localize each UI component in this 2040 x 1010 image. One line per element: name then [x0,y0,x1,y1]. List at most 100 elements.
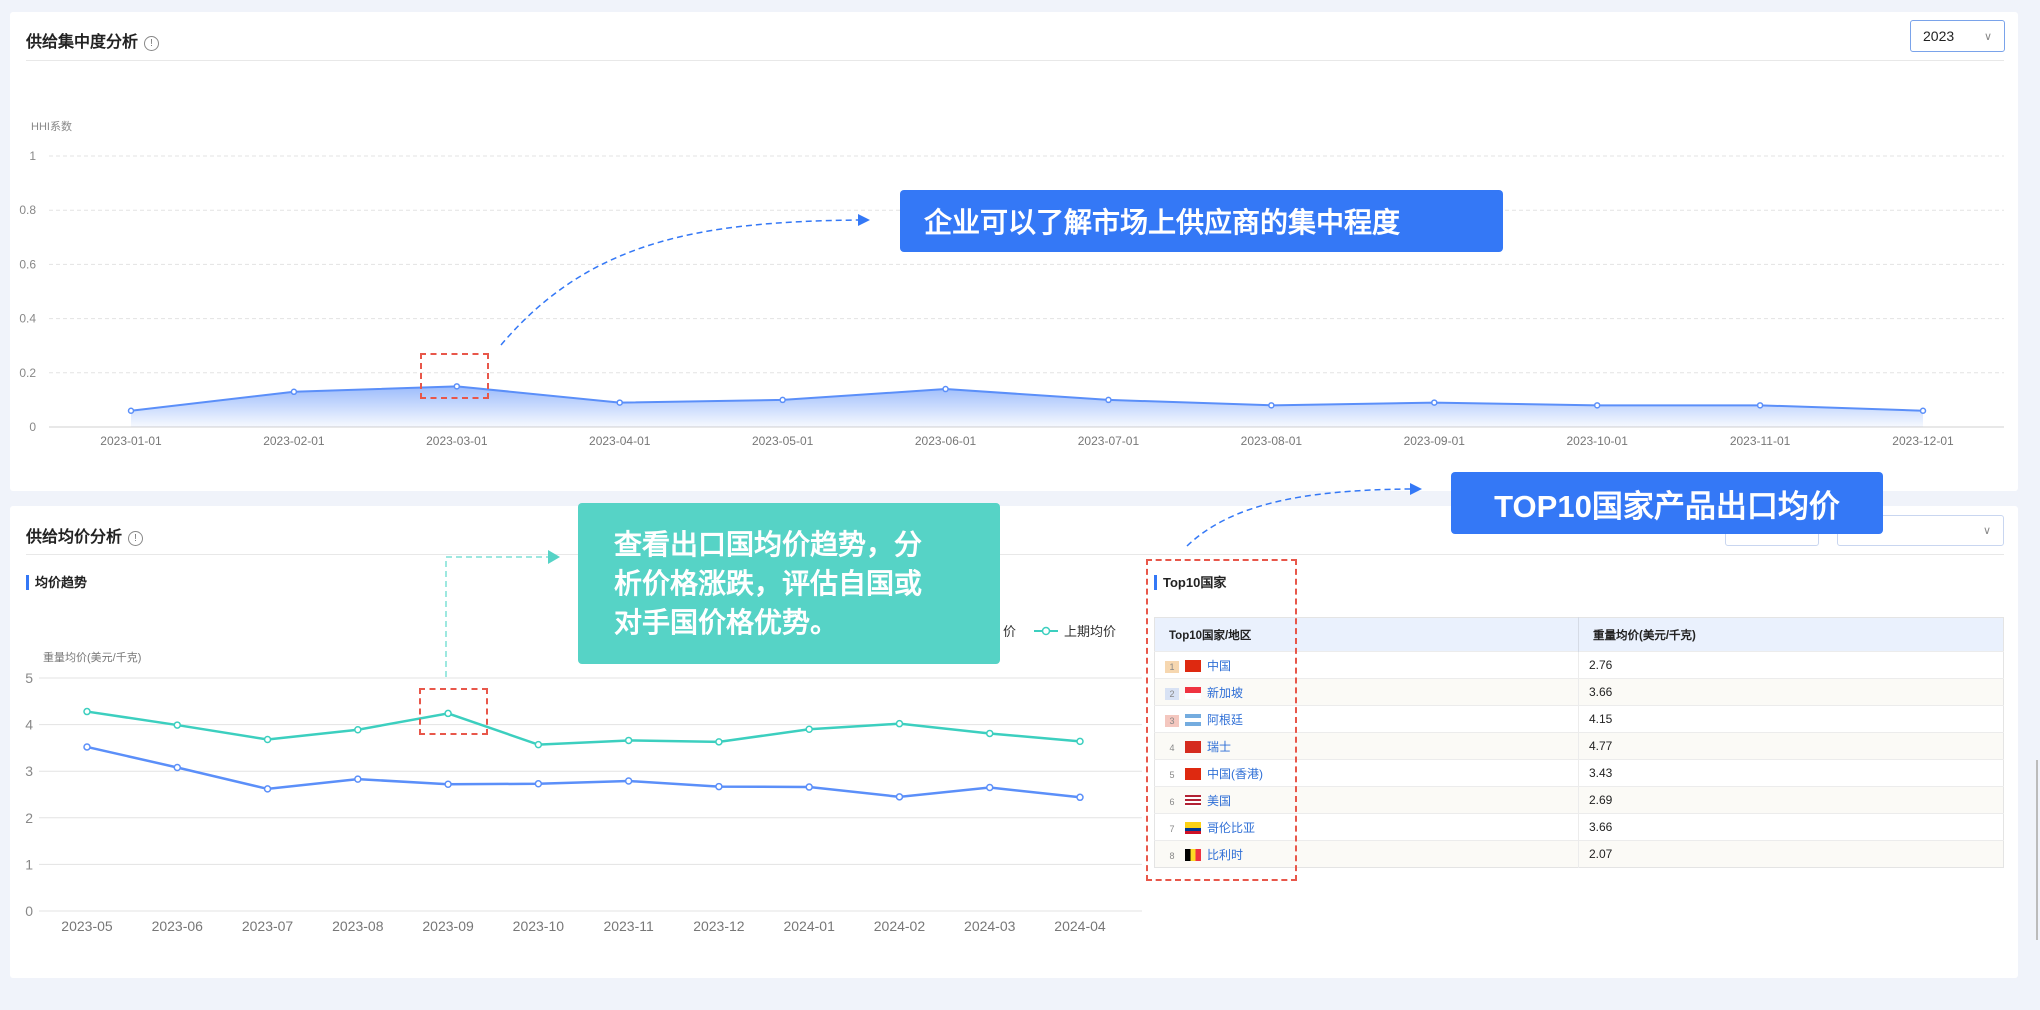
y-tick-label: 3 [25,763,33,779]
country-link[interactable]: 瑞士 [1207,739,1232,754]
y-tick-label: 5 [25,670,33,686]
x-tick-label: 2023-09 [422,918,474,934]
x-tick-label: 2023-02-01 [263,434,325,448]
price-trend-chart: 重量均价(美元/千克) 0 1 2 3 4 5 2023-05 2023-06 2023-07 20… [25,624,1142,934]
hhi-point [453,383,461,390]
x-tick-label: 2023-03-01 [426,434,488,448]
year-select[interactable]: 2023 ∨ [1910,20,2005,52]
y-tick-label: 0.2 [19,366,36,380]
country-link[interactable]: 美国 [1207,793,1232,808]
country-link[interactable]: 中国 [1207,658,1232,673]
flag-co-icon [1185,821,1201,834]
hhi-point [1431,399,1438,406]
country-link[interactable]: 比利时 [1207,847,1244,862]
x-tick-label: 2023-04-01 [589,434,651,448]
scrollbar[interactable] [2036,760,2038,940]
y-tick-label: 1 [25,856,33,872]
hhi-point [942,385,949,393]
supply-price-title: 供给均价分析! [26,523,144,547]
country-link[interactable]: 中国(香港) [1207,766,1263,781]
hhi-line [130,385,1924,412]
country-cell: 1 中国 [1154,651,1579,679]
x-tick-label: 2023-11 [603,918,654,934]
y-axis-label: 重量均价(美元/千克) [43,650,141,664]
info-circle-icon[interactable]: ! [144,36,160,51]
hhi-chart: HHI系数 0 0.2 0.4 0.6 0.8 1 2023-01-01 2023-02-01 2… [19,120,2004,448]
table-row: 7 哥伦比亚 3.66 [1154,813,2004,841]
flag-cn-icon [1185,659,1201,672]
hhi-point [1756,402,1764,409]
callout-concentration: 企业可以了解市场上供应商的集中程度 [900,190,1503,252]
rank-badge: 6 [1169,796,1175,807]
y-tick-label: 0.4 [19,312,36,326]
flag-ch-icon [1185,740,1201,753]
price-cell: 2.07 [1578,840,2004,868]
y-axis-label: HHI系数 [31,120,72,133]
country-link[interactable]: 阿根廷 [1207,712,1244,727]
table-row: 4 瑞士 4.77 [1154,732,2004,760]
price-cell: 3.66 [1578,813,2004,841]
range-select[interactable]: ∨ [1837,515,2004,546]
chevron-down-icon: ∨ [1983,30,1992,43]
data-point [173,721,182,729]
highlight-box [1146,559,1297,881]
x-tick-label: 2023-07 [242,918,294,934]
hhi-point [127,407,135,414]
info-circle-icon[interactable]: ! [128,531,144,546]
x-tick-label: 2024-04 [1054,918,1106,934]
data-point [624,777,633,785]
price-cell: 2.76 [1578,651,2004,679]
callout-top10: TOP10国家产品出口均价 [1451,472,1883,534]
legend-marker [1041,626,1051,636]
country-link[interactable]: 哥伦比亚 [1207,820,1256,835]
data-point [985,783,994,792]
flag-be-icon [1185,848,1201,861]
y-tick-label: 0 [25,903,33,919]
top10-table: Top10国家/地区 重量均价(美元/千克) 1 中国 2.76 2 新加坡 3.66 3 阿… [1154,617,2004,868]
data-point [624,736,633,745]
rank-badge: 1 [1165,660,1179,673]
highlight-box [420,353,489,399]
hhi-area [131,386,1923,427]
hhi-point [1593,402,1601,409]
series-line [86,710,1081,746]
price-cell: 4.15 [1578,705,2004,733]
data-point [805,783,813,791]
table-row: 6 美国 2.69 [1154,786,2004,814]
series-line [86,745,1081,799]
data-point [715,782,723,791]
chevron-down-icon: ∨ [1982,525,1991,537]
flag-ar-icon [1185,713,1201,726]
x-tick-label: 2024-02 [874,918,926,934]
x-tick-label: 2024-03 [964,918,1016,934]
data-point [895,719,904,728]
data-point [263,735,272,744]
arrow-connector [445,556,548,677]
x-tick-label: 2023-06-01 [915,434,977,448]
data-point [1076,737,1084,746]
country-cell: 7 哥伦比亚 [1154,813,1579,841]
flag-hk-icon [1185,767,1201,780]
y-tick-label: 0.6 [19,257,36,271]
data-point [985,729,994,738]
arrow-connector [1186,488,1411,547]
country-cell: 2 新加坡 [1154,678,1579,706]
table-row: 1 中国 2.76 [1154,651,2004,679]
legend-label: 上期均价 [1064,624,1116,639]
country-link[interactable]: 新加坡 [1207,685,1244,700]
x-tick-label: 2023-10-01 [1566,434,1628,448]
data-point [805,725,813,734]
y-tick-label: 4 [25,717,33,733]
legend-label: 价 [1003,624,1016,639]
column-header-country: Top10国家/地区 [1154,617,1579,652]
callout-price-trend: 查看出口国均价趋势，分 析价格涨跌，评估自国或 对手国价格优势。 [578,503,1000,664]
arrowhead-icon [548,550,560,564]
x-tick-label: 2023-05 [61,918,113,934]
x-tick-label: 2023-08 [332,918,384,934]
hhi-point [290,388,298,396]
y-tick-label: 0 [29,420,36,434]
x-tick-label: 2023-11-01 [1730,434,1791,448]
y-tick-label: 2 [25,810,33,826]
price-cell: 2.69 [1578,786,2004,814]
